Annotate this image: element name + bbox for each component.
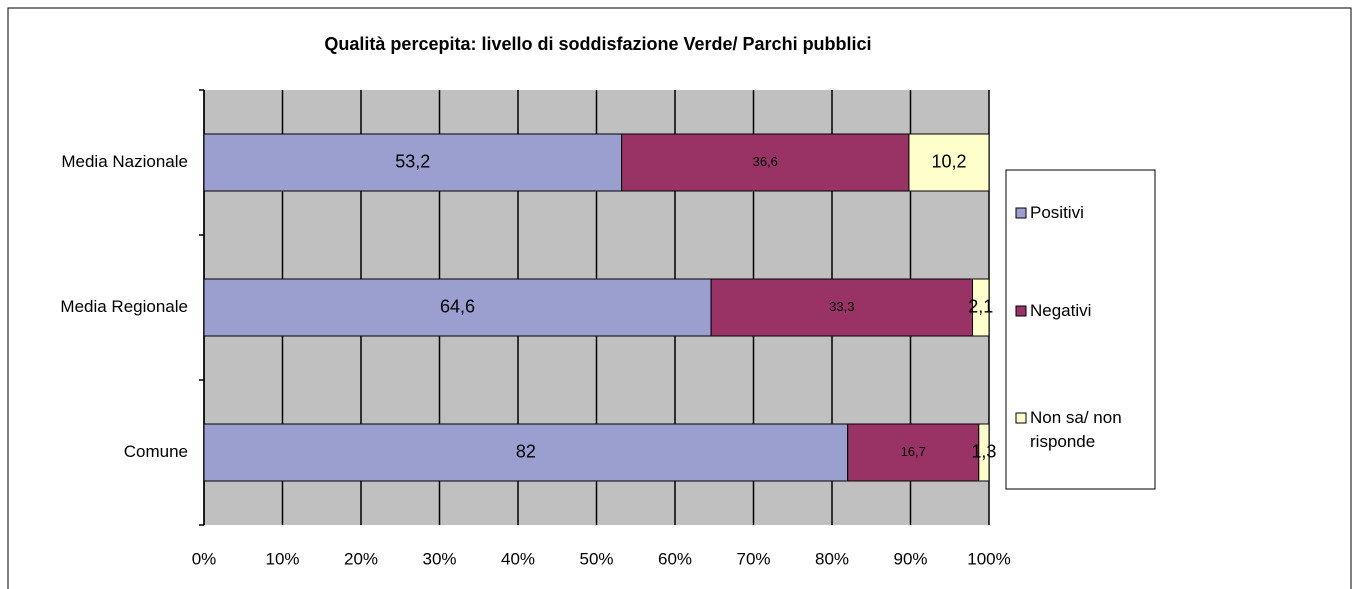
legend-entry: Positivi [1030, 203, 1084, 222]
bar-segment [203, 133, 623, 192]
data-label: 2,1 [968, 296, 993, 316]
y-tick-label: Media Regionale [60, 297, 188, 316]
legend [1005, 169, 1156, 490]
bar-segment [621, 133, 910, 192]
x-tick-label: 20% [344, 549, 378, 568]
legend-entry: Non sa/ non risponde [1030, 408, 1122, 451]
bar-segment [710, 278, 974, 337]
data-label: 36,6 [753, 154, 778, 169]
legend-swatch [1015, 412, 1027, 424]
bar-segment [908, 133, 990, 192]
x-tick-label: 50% [579, 549, 613, 568]
chart-title: Qualità percepita: livello di soddisfazi… [324, 34, 871, 54]
data-label: 16,7 [901, 444, 926, 459]
x-tick-label: 0% [192, 549, 217, 568]
x-tick-label: 90% [893, 549, 927, 568]
y-tick-label: Media Nazionale [61, 152, 188, 171]
x-tick-label: 30% [422, 549, 456, 568]
data-label: 53,2 [395, 151, 430, 171]
legend-label: Non sa/ non risponde [1030, 408, 1122, 451]
data-label: 10,2 [931, 151, 966, 171]
data-label: 64,6 [440, 296, 475, 316]
bar-segment [972, 278, 990, 337]
bar-segment [847, 423, 980, 482]
bar-segment [203, 278, 712, 337]
legend-label: Positivi [1030, 203, 1084, 222]
y-tick-label: Comune [124, 442, 188, 461]
data-label: 1,3 [971, 441, 996, 461]
legend-swatch [1015, 207, 1027, 219]
bar-segment [978, 423, 990, 482]
legend-entry: Negativi [1030, 301, 1092, 320]
data-label: 82 [516, 441, 536, 461]
x-tick-label: 80% [815, 549, 849, 568]
legend-label: Negativi [1030, 301, 1092, 320]
legend-swatch [1015, 305, 1027, 317]
data-label: 33,3 [829, 299, 854, 314]
x-tick-label: 60% [658, 549, 692, 568]
x-tick-label: 70% [736, 549, 770, 568]
x-tick-label: 10% [265, 549, 299, 568]
x-tick-label: 40% [501, 549, 535, 568]
x-tick-label: 100% [967, 549, 1010, 568]
bar-segment [203, 423, 849, 482]
